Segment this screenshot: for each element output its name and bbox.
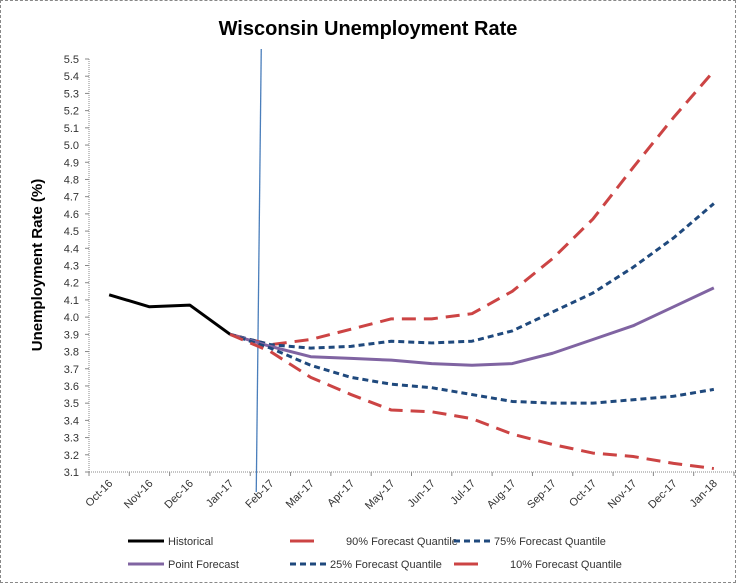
y-tick-label: 5.2 xyxy=(64,106,79,118)
y-tick-label: 3.3 xyxy=(64,433,79,445)
legend-label: 90% Forecast Quantile xyxy=(346,536,458,548)
y-tick-label: 3.6 xyxy=(64,381,79,393)
x-tick-label: Dec-17 xyxy=(646,478,680,512)
x-tick-label: Mar-17 xyxy=(284,478,317,511)
y-tick-label: 4.2 xyxy=(64,278,79,290)
series-group xyxy=(108,70,715,471)
x-tick-label: Feb-17 xyxy=(243,478,276,511)
y-tick-label: 3.5 xyxy=(64,398,79,410)
series-point-forecast xyxy=(229,286,715,367)
x-tick-label: Jan-17 xyxy=(204,478,236,510)
y-tick-label: 4.3 xyxy=(64,261,79,273)
series-25-forecast-quantile xyxy=(229,332,715,405)
legend: Historical 90% Forecast Quantile 75% Forec… xyxy=(128,536,622,571)
y-tick-label: 5.4 xyxy=(64,71,79,83)
x-tick-label: Nov-17 xyxy=(606,478,640,512)
x-tick-label: Dec-16 xyxy=(162,478,196,512)
x-tick-label: Aug-17 xyxy=(485,478,519,512)
y-tick-label: 5.1 xyxy=(64,123,79,135)
axes: 3.1 3.2 3.3 3.4 3.5 3.6 3.7 3.8 3.9 4.0 4.1 4.2 4.3 4… xyxy=(64,48,735,512)
y-tick-label: 4.9 xyxy=(64,157,79,169)
legend-label: Historical xyxy=(168,536,213,548)
y-tick-label: 3.7 xyxy=(64,364,79,376)
y-tick-label: 5.0 xyxy=(64,140,79,152)
series-historical xyxy=(108,293,231,336)
x-tick-label: Jun-17 xyxy=(406,478,438,510)
y-tick-label: 3.2 xyxy=(64,450,79,462)
y-axis-label: Unemployment Rate (%) xyxy=(29,179,46,352)
y-tick-label: 4.0 xyxy=(64,312,79,324)
y-tick-label: 4.1 xyxy=(64,295,79,307)
y-tick-label: 3.1 xyxy=(64,467,79,479)
series-75-forecast-quantile xyxy=(229,202,715,350)
series-90-forecast-quantile xyxy=(229,70,715,347)
y-tick-label: 4.6 xyxy=(64,209,79,221)
x-tick-label: Oct-16 xyxy=(83,478,115,510)
x-tick-label: Oct-17 xyxy=(567,478,599,510)
y-tick-label: 5.5 xyxy=(64,54,79,66)
x-tick-label: May-17 xyxy=(363,478,397,512)
y-tick-label: 4.4 xyxy=(64,243,79,255)
x-tick-label: Nov-16 xyxy=(122,478,156,512)
y-tick-label: 4.8 xyxy=(64,174,79,186)
x-tick-label: Apr-17 xyxy=(325,478,357,510)
y-tick-label: 4.7 xyxy=(64,192,79,204)
x-tick-label: Sep-17 xyxy=(525,478,559,512)
legend-label: 10% Forecast Quantile xyxy=(510,559,622,571)
y-tick-label: 4.5 xyxy=(64,226,79,238)
y-tick-label: 3.4 xyxy=(64,415,79,427)
series-10-forecast-quantile xyxy=(229,332,715,471)
legend-label: 25% Forecast Quantile xyxy=(330,559,442,571)
chart-title: Wisconsin Unemployment Rate xyxy=(219,18,518,40)
y-tick-label: 3.9 xyxy=(64,329,79,341)
x-tick-label: Jul-17 xyxy=(448,478,478,508)
forecast-start-line xyxy=(255,48,262,493)
legend-label: Point Forecast xyxy=(168,559,239,571)
y-tick-label: 3.8 xyxy=(64,347,79,359)
y-tick-label: 5.3 xyxy=(64,88,79,100)
legend-label: 75% Forecast Quantile xyxy=(494,536,606,548)
x-tick-label: Jan-18 xyxy=(688,478,720,510)
